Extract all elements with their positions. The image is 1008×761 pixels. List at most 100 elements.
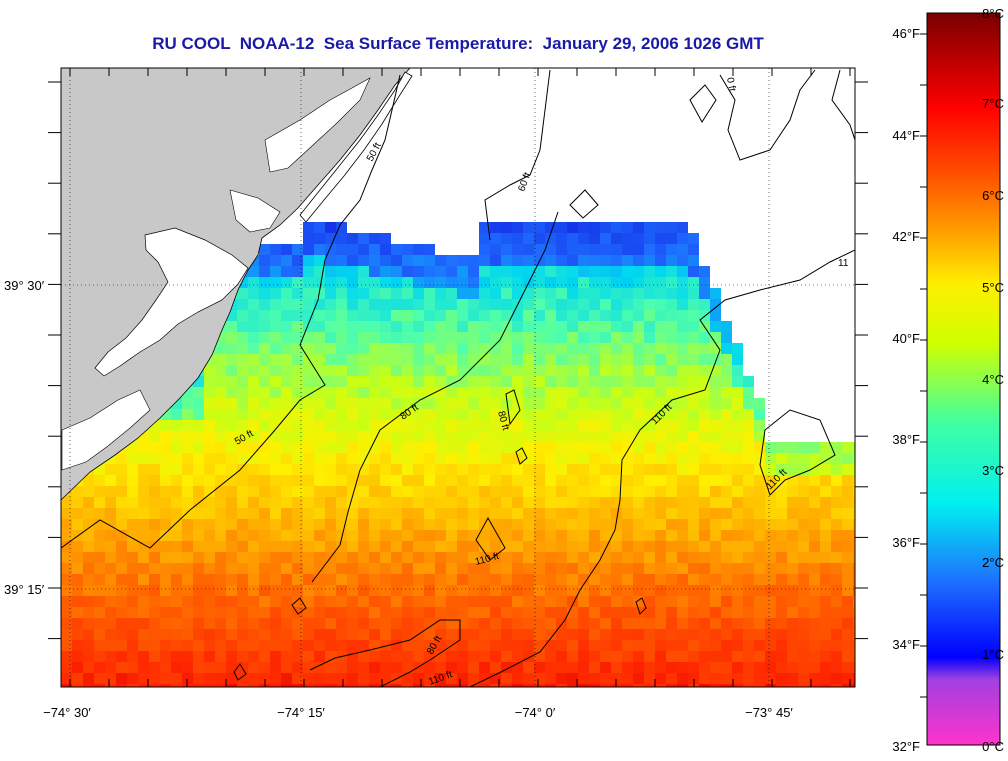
sst-pixel: [578, 519, 589, 530]
sst-pixel: [820, 640, 831, 651]
sst-pixel: [281, 310, 292, 321]
sst-pixel: [754, 431, 765, 442]
sst-pixel: [259, 420, 270, 431]
sst-pixel: [490, 475, 501, 486]
sst-pixel: [303, 387, 314, 398]
sst-pixel: [292, 354, 303, 365]
sst-pixel: [446, 398, 457, 409]
sst-pixel: [688, 673, 699, 684]
sst-pixel: [534, 266, 545, 277]
sst-pixel: [160, 618, 171, 629]
sst-pixel: [523, 497, 534, 508]
sst-pixel: [182, 497, 193, 508]
sst-pixel: [314, 475, 325, 486]
sst-pixel: [655, 442, 666, 453]
sst-pixel: [699, 409, 710, 420]
sst-pixel: [336, 343, 347, 354]
sst-pixel: [226, 475, 237, 486]
sst-pixel: [413, 376, 424, 387]
sst-pixel: [578, 409, 589, 420]
map-title: RU COOL NOAA-12 Sea Surface Temperature:…: [152, 34, 764, 53]
sst-pixel: [325, 464, 336, 475]
sst-pixel: [149, 530, 160, 541]
sst-pixel: [270, 552, 281, 563]
sst-pixel: [358, 629, 369, 640]
sst-pixel: [402, 662, 413, 673]
sst-pixel: [699, 332, 710, 343]
sst-pixel: [490, 486, 501, 497]
sst-pixel: [501, 563, 512, 574]
sst-pixel: [589, 277, 600, 288]
sst-pixel: [754, 552, 765, 563]
sst-pixel: [226, 563, 237, 574]
sst-pixel: [171, 530, 182, 541]
sst-pixel: [534, 618, 545, 629]
sst-pixel: [149, 541, 160, 552]
sst-pixel: [369, 530, 380, 541]
sst-pixel: [292, 453, 303, 464]
sst-pixel: [336, 354, 347, 365]
sst-pixel: [523, 398, 534, 409]
sst-pixel: [248, 552, 259, 563]
sst-pixel: [589, 684, 600, 687]
sst-pixel: [391, 453, 402, 464]
sst-pixel: [633, 497, 644, 508]
sst-pixel: [611, 662, 622, 673]
sst-pixel: [314, 354, 325, 365]
sst-pixel: [457, 552, 468, 563]
sst-pixel: [281, 277, 292, 288]
sst-pixel: [677, 266, 688, 277]
sst-pixel: [303, 574, 314, 585]
sst-pixel: [512, 431, 523, 442]
sst-pixel: [391, 431, 402, 442]
sst-pixel: [655, 464, 666, 475]
sst-pixel: [325, 629, 336, 640]
sst-pixel: [391, 354, 402, 365]
sst-pixel: [270, 266, 281, 277]
sst-pixel: [204, 486, 215, 497]
sst-pixel: [138, 431, 149, 442]
sst-pixel: [578, 508, 589, 519]
sst-pixel: [534, 475, 545, 486]
sst-pixel: [105, 475, 116, 486]
sst-pixel: [72, 629, 83, 640]
sst-pixel: [358, 475, 369, 486]
sst-pixel: [732, 530, 743, 541]
sst-pixel: [270, 541, 281, 552]
sst-pixel: [490, 321, 501, 332]
sst-pixel: [83, 552, 94, 563]
sst-pixel: [105, 673, 116, 684]
sst-pixel: [512, 266, 523, 277]
sst-pixel: [435, 453, 446, 464]
sst-pixel: [677, 629, 688, 640]
sst-pixel: [655, 607, 666, 618]
sst-pixel: [512, 277, 523, 288]
sst-pixel: [666, 321, 677, 332]
sst-pixel: [666, 574, 677, 585]
sst-pixel: [677, 464, 688, 475]
sst-pixel: [248, 585, 259, 596]
sst-pixel: [765, 651, 776, 662]
sst-pixel: [314, 662, 325, 673]
sst-pixel: [358, 233, 369, 244]
sst-pixel: [303, 552, 314, 563]
sst-pixel: [193, 475, 204, 486]
sst-pixel: [182, 398, 193, 409]
sst-pixel: [336, 684, 347, 687]
sst-pixel: [754, 530, 765, 541]
sst-pixel: [193, 486, 204, 497]
sst-pixel: [457, 519, 468, 530]
celsius-label: 4°C: [982, 372, 1004, 387]
sst-pixel: [303, 420, 314, 431]
sst-pixel: [556, 277, 567, 288]
sst-pixel: [402, 596, 413, 607]
sst-pixel: [589, 519, 600, 530]
sst-pixel: [545, 288, 556, 299]
sst-pixel: [138, 541, 149, 552]
sst-pixel: [556, 618, 567, 629]
sst-pixel: [61, 673, 72, 684]
sst-pixel: [292, 464, 303, 475]
sst-pixel: [710, 365, 721, 376]
sst-pixel: [149, 431, 160, 442]
